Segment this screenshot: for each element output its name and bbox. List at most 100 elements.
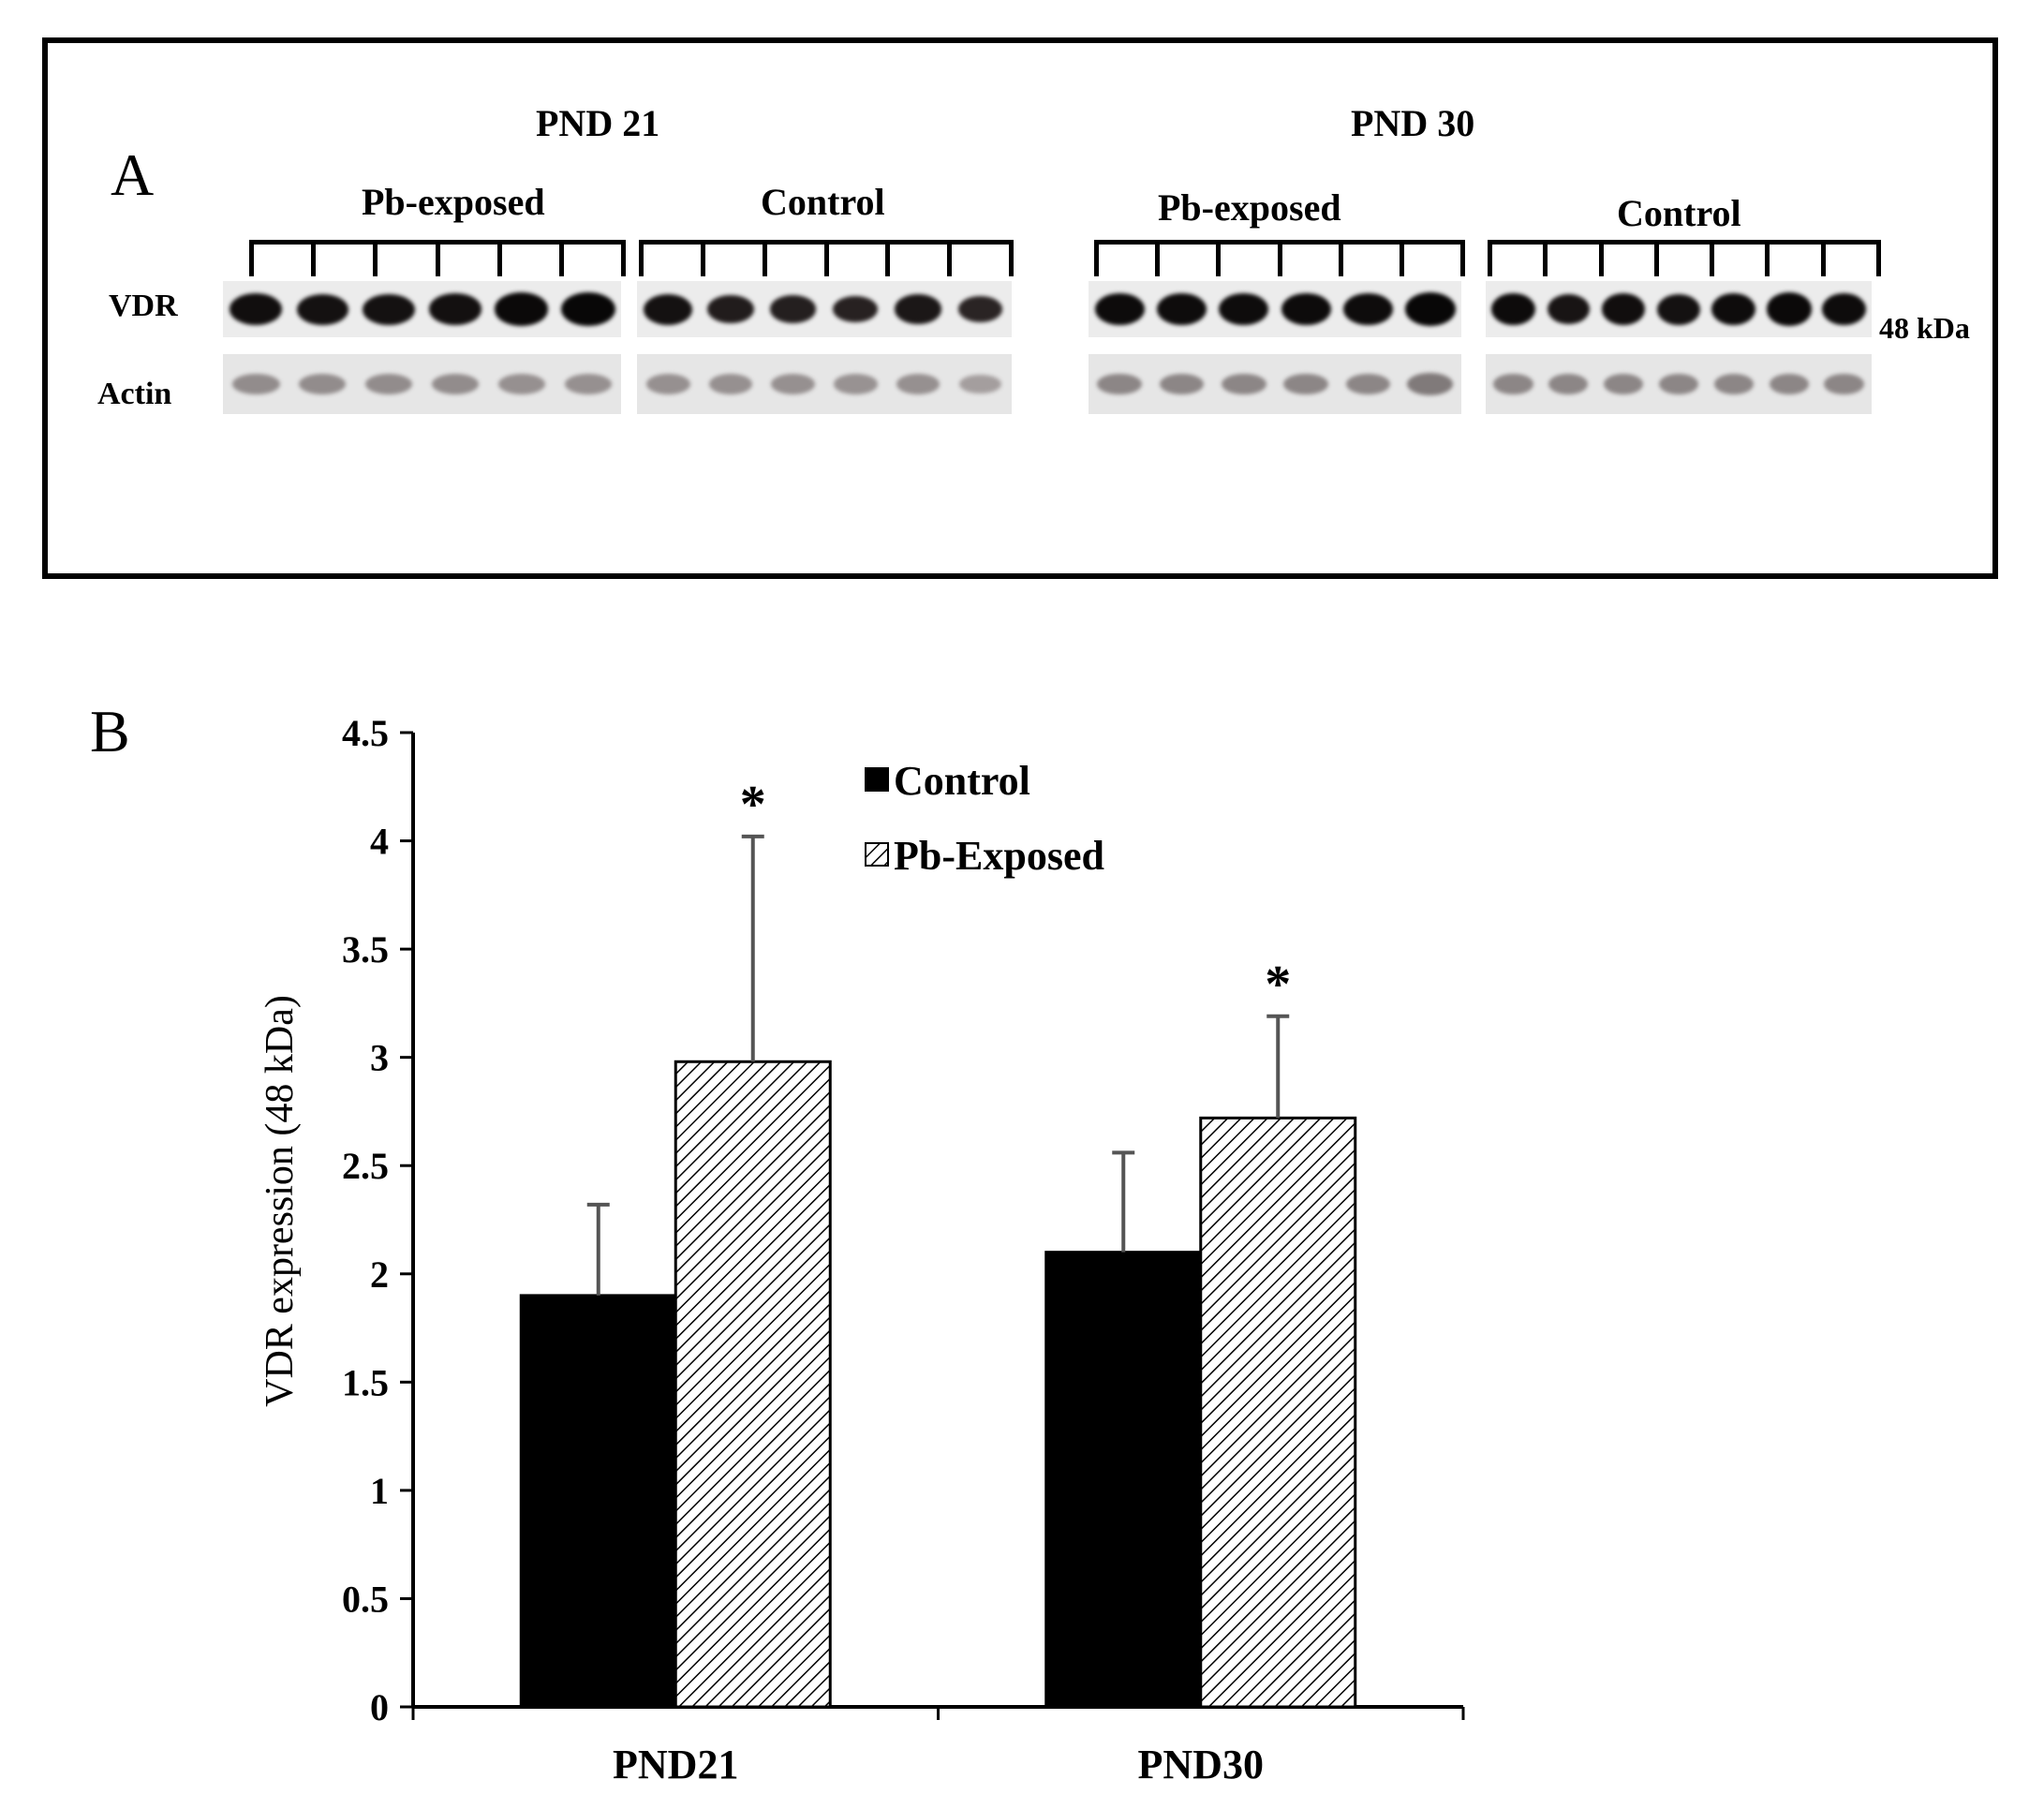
bar (1199, 1116, 1357, 1709)
y-tick-label: 2.5 (342, 1145, 389, 1187)
blot-band (296, 293, 348, 325)
blot-band (1159, 373, 1205, 395)
y-tick-label: 0 (370, 1686, 389, 1728)
blot-band (1766, 292, 1812, 326)
panel-b-letter: B (90, 698, 130, 764)
blot-band (833, 295, 879, 323)
lane-bracket (1488, 240, 1881, 276)
x-tick-label: PND30 (1138, 1742, 1264, 1787)
blot-band (429, 293, 481, 325)
blot-band (1283, 373, 1329, 395)
blot-band (1493, 373, 1533, 395)
vdr-blot-strip (1089, 281, 1461, 337)
blot-band (431, 373, 480, 395)
legend-label: Control (894, 758, 1030, 804)
lane-tick (823, 245, 829, 276)
lane-tick (947, 245, 953, 276)
lane-tick (700, 245, 705, 276)
blot-band (1097, 373, 1143, 395)
y-tick-label: 1.5 (342, 1361, 389, 1403)
lane-tick (762, 245, 767, 276)
blot-band (1407, 373, 1454, 395)
row-label-vdr: VDR (109, 289, 178, 323)
x-tick-label: PND21 (613, 1742, 738, 1787)
blot-band (958, 296, 1003, 322)
blot-band (644, 293, 693, 325)
row-label-actin: Actin (97, 377, 172, 411)
lane-tick (249, 245, 254, 276)
blot-band (834, 374, 878, 394)
y-tick-label: 4 (370, 821, 389, 863)
y-tick-label: 3.5 (342, 928, 389, 971)
y-tick-label: 3 (370, 1037, 389, 1079)
lane-tick (1543, 245, 1548, 276)
lane-tick (1216, 245, 1222, 276)
y-tick-label: 2 (370, 1253, 389, 1296)
blot-band (299, 373, 347, 395)
significance-marker: * (1265, 956, 1291, 1014)
blot-band (1221, 373, 1266, 395)
blot-band (1547, 293, 1590, 325)
blot-band (1657, 293, 1700, 325)
blot-band (1490, 292, 1536, 326)
chart-labels: 0 0.5 1 1.5 2 2.5 3 3.5 4 4.5 PND21 * PND30 * Control P… (342, 712, 1291, 1787)
lane-tick (1765, 245, 1770, 276)
bar (674, 1060, 832, 1709)
actin-blot-strip (1089, 354, 1461, 414)
lane-tick (621, 245, 626, 276)
lane-tick (639, 245, 644, 276)
lane-tick (885, 245, 891, 276)
blot-band (896, 374, 941, 394)
actin-blot-strip (223, 354, 621, 414)
blot-band (560, 292, 615, 326)
legend-label: Pb-Exposed (894, 833, 1104, 879)
blot-band (1281, 292, 1331, 326)
lane-tick (1598, 245, 1604, 276)
lane-tick (1277, 245, 1282, 276)
blot-band (645, 374, 690, 394)
timepoint-heading-pnd30: PND 30 (1351, 102, 1475, 144)
blot-band (707, 295, 754, 323)
group-heading-pnd21-control: Control (761, 181, 885, 223)
lane-bracket (249, 240, 626, 276)
y-tick-label: 4.5 (342, 712, 389, 754)
group-heading-pnd30-control: Control (1617, 192, 1741, 234)
actin-blot-strip (1486, 354, 1872, 414)
blot-band (1658, 373, 1699, 395)
y-tick-label: 0.5 (342, 1578, 389, 1620)
blot-band (1404, 292, 1457, 326)
legend-swatch (865, 842, 889, 867)
lane-tick (558, 245, 564, 276)
blot-band (959, 374, 1002, 394)
blot-band (771, 374, 816, 394)
y-axis-label: VDR expression (48 kDa) (259, 995, 302, 1407)
blot-band (363, 293, 415, 325)
blot-band (564, 374, 612, 394)
lane-tick (1460, 245, 1465, 276)
blot-band (1769, 373, 1809, 395)
blot-band (1219, 292, 1269, 326)
blot-band (1345, 373, 1391, 395)
blot-band (1713, 373, 1755, 395)
bar (519, 1294, 677, 1709)
lane-tick (1094, 245, 1099, 276)
blot-band (1711, 292, 1756, 326)
vdr-blot-strip (1486, 281, 1872, 337)
blot-band (1824, 373, 1864, 395)
chart-bars (519, 834, 1357, 1709)
vdr-blot-strip (223, 281, 621, 337)
lane-tick (1155, 245, 1161, 276)
lane-tick (311, 245, 317, 276)
lane-tick (1876, 245, 1881, 276)
vdr-blot-strip (637, 281, 1012, 337)
blot-band (364, 373, 413, 395)
lane-tick (1653, 245, 1659, 276)
lane-tick (1338, 245, 1343, 276)
blot-band (232, 373, 280, 395)
blot-band (1601, 293, 1646, 325)
blot-band (1094, 292, 1145, 326)
lane-tick (1009, 245, 1014, 276)
blot-band (1156, 292, 1207, 326)
